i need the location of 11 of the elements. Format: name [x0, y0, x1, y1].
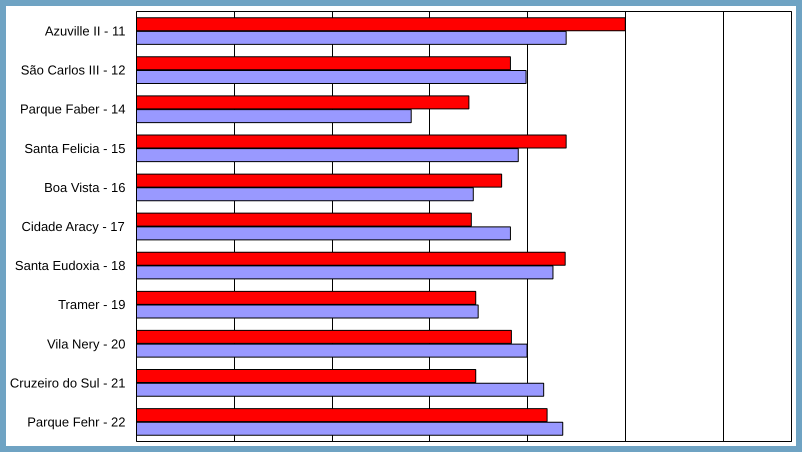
y-tick-label: São Carlos III - 12 — [20, 62, 126, 78]
y-tick-label: Tramer - 19 — [58, 297, 126, 312]
y-tick-label: Parque Faber - 14 — [20, 102, 126, 117]
y-tick-label: Santa Felicia - 15 — [24, 140, 126, 156]
y-tick-label: Boa Vista - 16 — [44, 180, 126, 195]
y-tick-label: Santa Eudoxia - 18 — [14, 258, 126, 274]
y-tick-label: Azuville II - 11 — [44, 24, 126, 39]
y-tick-label: Cruzeiro do Sul - 21 — [10, 375, 126, 390]
y-tick-label: Cidade Aracy - 17 — [21, 219, 125, 234]
y-tick-label: Parque Fehr - 22 — [27, 414, 126, 430]
y-tick-label: Vila Nery - 20 — [46, 336, 126, 352]
